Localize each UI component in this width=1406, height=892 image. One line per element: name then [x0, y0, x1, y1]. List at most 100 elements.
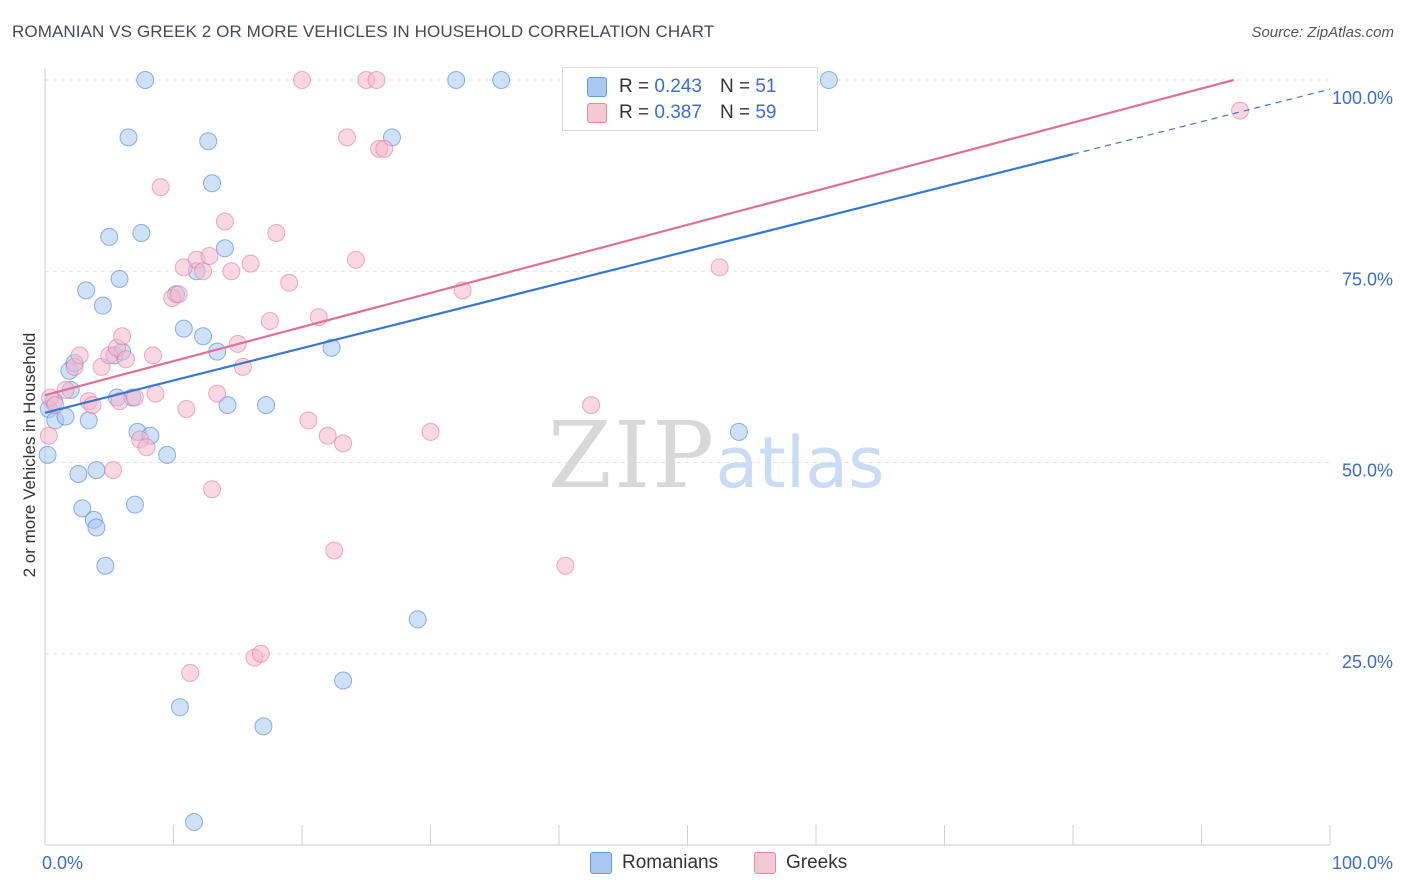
r-label: R =: [619, 76, 650, 97]
y-tick-label: 100.0%: [1332, 88, 1393, 108]
point-greeks: [293, 71, 311, 89]
x-tick-label: 100.0%: [1332, 853, 1393, 873]
point-romanians: [447, 71, 466, 89]
legend-swatch-romanians: [590, 852, 612, 874]
point-greeks: [116, 350, 135, 369]
point-greeks: [367, 71, 386, 89]
legend-swatch-greeks: [587, 103, 607, 123]
point-greeks: [200, 246, 219, 265]
point-greeks: [169, 285, 188, 304]
point-romanians: [322, 338, 341, 357]
point-greeks: [194, 262, 213, 281]
series-legend: Romanians Greeks: [0, 852, 1406, 876]
point-greeks: [151, 178, 170, 197]
point-greeks: [334, 434, 353, 453]
point-greeks: [260, 311, 279, 330]
point-romanians: [73, 499, 92, 518]
x-tick-label: 0.0%: [42, 853, 83, 873]
point-greeks: [181, 663, 200, 682]
r-value: 0.243: [654, 76, 702, 97]
y-axis-label: 2 or more Vehicles in Household: [20, 332, 39, 578]
point-romanians: [132, 224, 151, 242]
r-label: R =: [619, 102, 650, 123]
point-greeks: [70, 346, 89, 365]
n-label: N =: [719, 76, 751, 97]
point-greeks: [222, 262, 241, 281]
point-greeks: [177, 399, 196, 418]
trendline-extension-romanians: [1072, 88, 1331, 155]
stats-legend-row-romanians: R = 0.243 N = 51: [587, 76, 776, 98]
point-greeks: [39, 426, 58, 445]
point-romanians: [79, 411, 98, 430]
stats-legend: R = 0.243 N = 51 R = 0.387 N = 59: [562, 67, 818, 131]
point-greeks: [251, 644, 270, 663]
point-romanians: [96, 556, 115, 575]
legend-swatch-greeks: [754, 852, 776, 874]
point-greeks: [104, 461, 123, 480]
point-greeks: [556, 556, 575, 575]
point-greeks: [582, 396, 601, 415]
point-romanians: [185, 813, 204, 832]
point-greeks: [1231, 101, 1250, 120]
point-romanians: [408, 610, 427, 629]
n-label: N =: [719, 102, 751, 123]
point-greeks: [710, 258, 729, 277]
trendline-greeks: [44, 78, 1234, 397]
point-greeks: [346, 250, 365, 269]
point-greeks: [421, 422, 440, 441]
point-greeks: [113, 327, 132, 346]
point-greeks: [337, 128, 356, 147]
n-value: 59: [755, 102, 777, 123]
point-romanians: [215, 239, 234, 258]
point-greeks: [125, 388, 144, 407]
point-romanians: [174, 319, 193, 338]
legend-item-romanians[interactable]: Romanians: [590, 852, 718, 874]
point-romanians: [729, 422, 748, 441]
point-greeks: [203, 480, 222, 499]
point-romanians: [38, 445, 57, 464]
point-romanians: [93, 296, 112, 315]
r-value: 0.387: [654, 102, 702, 123]
point-romanians: [199, 132, 218, 151]
n-value: 51: [755, 76, 777, 97]
point-greeks: [299, 411, 318, 430]
point-greeks: [137, 438, 156, 457]
point-romanians: [119, 128, 138, 147]
legend-label-romanians: Romanians: [622, 852, 719, 873]
point-romanians: [170, 698, 189, 717]
point-greeks: [241, 254, 260, 273]
point-romanians: [194, 327, 213, 346]
point-greeks: [208, 384, 227, 403]
y-tick-label: 75.0%: [1342, 269, 1393, 289]
point-greeks: [325, 541, 344, 560]
source-label: Source: ZipAtlas.com: [1251, 24, 1394, 41]
point-romanians: [136, 71, 155, 89]
watermark-zip: ZIP: [548, 402, 716, 509]
point-greeks: [375, 139, 394, 158]
y-tick-label: 25.0%: [1342, 652, 1393, 672]
point-greeks: [146, 384, 165, 403]
point-romanians: [218, 396, 237, 415]
point-romanians: [100, 227, 119, 246]
point-romanians: [125, 495, 144, 514]
point-romanians: [87, 461, 106, 480]
chart-title: ROMANIAN VS GREEK 2 OR MORE VEHICLES IN …: [12, 22, 715, 41]
legend-swatch-romanians: [587, 77, 607, 97]
point-romanians: [69, 464, 88, 483]
point-romanians: [203, 174, 222, 193]
point-romanians: [87, 518, 106, 537]
y-tick-label: 50.0%: [1342, 461, 1393, 481]
point-romanians: [254, 717, 273, 736]
legend-item-greeks[interactable]: Greeks: [754, 852, 847, 874]
point-romanians: [334, 671, 353, 690]
trendline-romanians: [44, 153, 1074, 414]
point-romanians: [77, 281, 96, 300]
point-greeks: [215, 212, 234, 231]
point-romanians: [158, 445, 177, 464]
point-romanians: [257, 396, 276, 415]
point-romanians: [492, 71, 511, 89]
legend-label-greeks: Greeks: [786, 852, 848, 873]
point-greeks: [267, 224, 286, 242]
point-romanians: [110, 269, 129, 288]
